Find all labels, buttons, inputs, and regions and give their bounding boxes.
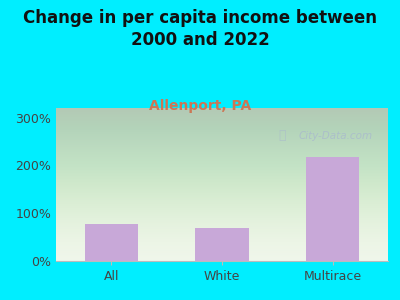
- Text: Allenport, PA: Allenport, PA: [149, 99, 251, 113]
- Text: City-Data.com: City-Data.com: [298, 130, 372, 140]
- Bar: [85, 224, 138, 261]
- Text: ⧗: ⧗: [278, 129, 286, 142]
- Text: Change in per capita income between
2000 and 2022: Change in per capita income between 2000…: [23, 9, 377, 49]
- Bar: [306, 157, 359, 261]
- Bar: [196, 227, 248, 261]
